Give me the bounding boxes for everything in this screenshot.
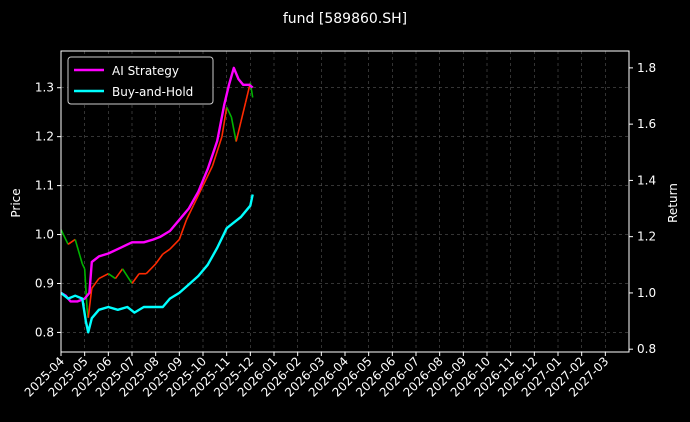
price-segment (121, 268, 133, 284)
price-segment (87, 288, 93, 318)
grid (60, 51, 629, 352)
price-segment (60, 229, 69, 245)
y-axis-left-label: Price (9, 188, 23, 217)
price-segment (240, 102, 247, 123)
price-segment (83, 268, 88, 308)
price-segment (114, 268, 124, 280)
price-segment (221, 107, 228, 137)
y-right-tick-label: 0.8 (637, 342, 656, 356)
chart-title: fund [589860.SH] (283, 11, 407, 27)
y-left-tick-label: 0.9 (35, 276, 54, 290)
y-left-tick-label: 0.8 (35, 325, 54, 339)
y-axis-left: 0.8 0.9 1.0 1.1 1.2 1.3 (35, 81, 61, 339)
price-segment (235, 121, 242, 142)
price-segment (131, 273, 140, 284)
price-segment (107, 273, 116, 280)
series-line-buy-and-hold (60, 194, 254, 334)
y-right-tick-label: 1.4 (637, 173, 656, 187)
y-right-tick-label: 1.6 (637, 117, 656, 131)
y-left-tick-label: 1.0 (35, 228, 54, 242)
y-left-tick-label: 1.2 (35, 130, 54, 144)
price-segment (185, 204, 195, 221)
legend-label-ai-strategy: AI Strategy (112, 64, 179, 78)
price-segment (162, 248, 171, 255)
y-left-tick-label: 1.1 (35, 179, 54, 193)
y-axis-right: 0.8 1.0 1.2 1.4 1.6 1.8 (629, 61, 656, 356)
price-segment (74, 239, 84, 265)
price-segment (202, 165, 214, 186)
price-segment (81, 263, 86, 270)
legend-box (67, 56, 214, 105)
price-segment (169, 238, 180, 250)
y-right-tick-label: 1.0 (637, 286, 656, 300)
price-segment (192, 185, 204, 206)
legend: AI Strategy Buy-and-Hold (67, 56, 214, 105)
return-series (60, 66, 254, 334)
price-segment (67, 238, 76, 245)
price-segment (178, 219, 188, 240)
x-axis: 2025-042025-052025-062025-072025-082025-… (22, 352, 611, 400)
y-right-tick-label: 1.2 (637, 230, 656, 244)
price-segment (230, 116, 237, 142)
price-segment (98, 272, 109, 280)
y-axis-right-label: Return (666, 183, 680, 223)
price-segment (91, 278, 100, 289)
price-segment (225, 106, 233, 118)
price-segment (155, 253, 164, 265)
price-segment (145, 263, 157, 275)
y-left-tick-label: 1.3 (35, 81, 54, 95)
y-right-tick-label: 1.8 (637, 61, 656, 75)
price-segment (211, 136, 223, 167)
series-line-ai-strategy (60, 66, 254, 303)
legend-label-buy-and-hold: Buy-and-Hold (112, 85, 193, 99)
